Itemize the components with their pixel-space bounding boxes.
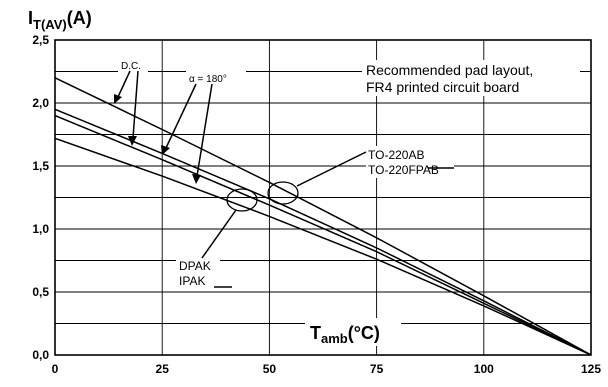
x-tick-labels: 0 25 50 75 100 125 [52, 362, 602, 376]
x-tick-label: 0 [52, 362, 59, 376]
x-axis-title-unit: (°C) [348, 323, 380, 343]
to220-label-1: TO-220AB [368, 148, 424, 162]
alpha-label-bg [186, 71, 246, 85]
dc-arrow [114, 70, 139, 146]
x-axis-title-main: T [310, 323, 321, 343]
y-tick-label: 0,0 [32, 348, 49, 362]
series-line-4 [55, 137, 591, 355]
series-line-3 [55, 114, 591, 355]
note-line-1: Recommended pad layout, [366, 62, 533, 78]
x-axis-title-bg [305, 318, 401, 346]
dpak-label-1: DPAK [179, 259, 211, 273]
y-axis-title: IT(AV)(A) [28, 8, 92, 32]
dc-label-bg [118, 58, 148, 72]
to220-label-2: TO-220FPAB [368, 163, 439, 177]
note-bg [362, 60, 580, 96]
x-axis-title: Tamb(°C) [310, 323, 380, 346]
x-tick-label: 75 [370, 362, 384, 376]
note-line-2: FR4 printed circuit board [366, 79, 519, 95]
y-axis-title-main: I [28, 8, 33, 28]
alpha-arrow [161, 83, 213, 184]
dpak-callout [201, 188, 258, 288]
series-line-1 [55, 77, 591, 355]
x-tick-label: 25 [156, 362, 170, 376]
x-axis-title-sub: amb [321, 331, 348, 346]
to220-label-bg [366, 146, 454, 178]
x-tick-label: 50 [263, 362, 277, 376]
dpak-label-bg [176, 257, 220, 289]
y-axis-title-sub: T(AV) [33, 17, 67, 32]
dpak-oval [226, 188, 258, 212]
to220-callout [267, 151, 454, 205]
y-tick-labels: 0,0 0,5 1,0 1,5 2,0 2,5 [32, 33, 49, 362]
y-tick-label: 0,5 [32, 285, 49, 299]
x-tick-label: 125 [581, 362, 601, 376]
y-tick-label: 1,5 [32, 159, 49, 173]
y-tick-label: 1,0 [32, 222, 49, 236]
plot-frame [54, 39, 592, 356]
y-tick-label: 2,0 [32, 96, 49, 110]
y-tick-label: 2,5 [32, 33, 49, 47]
x-tick-label: 100 [474, 362, 494, 376]
series-group [55, 77, 591, 355]
y-axis-title-unit: (A) [67, 8, 92, 28]
dc-label: D.C. [121, 61, 141, 72]
alpha-label: α = 180° [189, 74, 227, 85]
to220-oval [267, 181, 299, 205]
series-line-2 [55, 108, 591, 355]
dpak-label-2: IPAK [179, 274, 205, 288]
